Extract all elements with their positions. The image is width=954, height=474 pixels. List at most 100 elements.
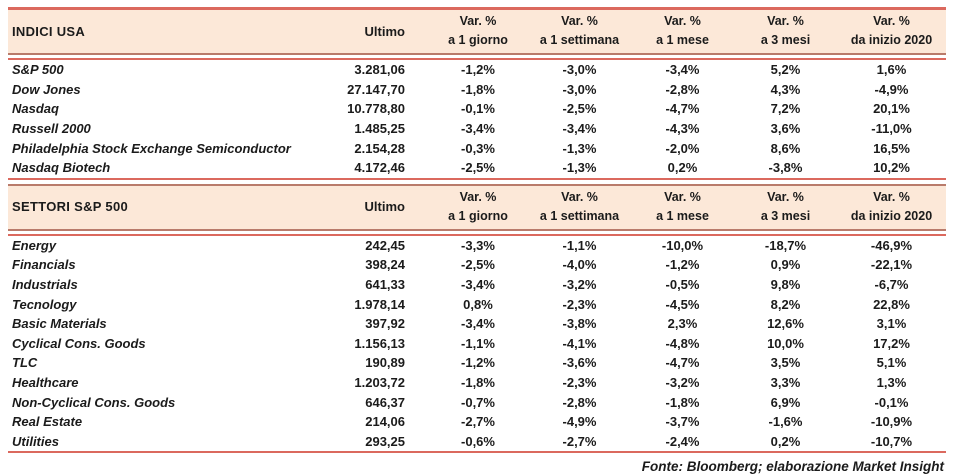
var-ytd-value: -4,9%	[874, 81, 909, 97]
var-ytd-value: -46,9%	[870, 237, 913, 253]
col-var-1m: Var. % a 1 mese	[631, 12, 734, 50]
table-title: INDICI USA	[12, 23, 86, 39]
ultimo-value: 214,06	[365, 414, 405, 430]
var-3m-value: 12,6%	[767, 316, 804, 332]
var-1d-value: -0,6%	[461, 433, 495, 449]
ultimo-value: 27.147,70	[347, 81, 405, 97]
var-3m-value: 9,8%	[770, 277, 801, 293]
col-var-ytd: Var. % da inizio 2020	[837, 12, 946, 50]
row-label: Industrials	[12, 277, 78, 293]
row-label: TLC	[12, 355, 38, 371]
var-ytd-value: 3,1%	[876, 316, 907, 332]
row-label: Utilities	[12, 433, 59, 449]
var-1m-value: -3,2%	[665, 375, 700, 391]
table-row: Russell 2000 1.485,25 -3,4% -3,4% -4,3% …	[8, 119, 946, 139]
var-ytd-value: 20,1%	[873, 101, 910, 117]
var-1d-value: -2,7%	[461, 414, 495, 430]
var-3m-value: 8,6%	[770, 140, 801, 156]
settori-header: SETTORI S&P 500 Ultimo Var. % a 1 giorno…	[8, 183, 946, 231]
ultimo-value: 1.156,13	[354, 335, 405, 351]
var-1d-value: -0,3%	[461, 140, 495, 156]
col-var-ytd: Var. % da inizio 2020	[837, 188, 946, 226]
var-1m-value: -4,3%	[665, 121, 700, 137]
var-ytd-value: -6,7%	[874, 277, 909, 293]
col-var-line1: Var. %	[767, 14, 804, 28]
col-var-line2: a 3 mesi	[760, 208, 811, 223]
col-var-line1: Var. %	[664, 189, 701, 204]
indici-usa-table: INDICI USA Ultimo Var. % a 1 giorno Var.…	[8, 7, 946, 180]
ultimo-value: 10.778,80	[347, 101, 405, 117]
var-1d-value: -0,1%	[461, 101, 495, 117]
var-1w-value: -3,8%	[562, 316, 597, 332]
table-row: Financials 398,24 -2,5% -4,0% -1,2% 0,9%…	[8, 255, 946, 275]
var-1w-value: -2,3%	[562, 375, 597, 391]
ultimo-value: 397,92	[365, 316, 405, 332]
var-ytd-value: 22,8%	[873, 296, 910, 312]
table-row: Philadelphia Stock Exchange Semiconducto…	[8, 138, 946, 158]
var-1m-value: -4,5%	[665, 296, 700, 312]
col-ultimo: Ultimo	[364, 199, 405, 215]
table-row: Nasdaq Biotech 4.172,46 -2,5% -1,3% 0,2%…	[8, 158, 946, 178]
col-var-line2: da inizio 2020	[850, 33, 933, 47]
var-1w-value: -3,0%	[562, 62, 597, 78]
col-var-3m: Var. % a 3 mesi	[734, 188, 837, 226]
col-var-line2: a 1 settimana	[539, 208, 620, 223]
var-1m-value: -0,5%	[665, 277, 700, 293]
row-label: Financials	[12, 257, 76, 273]
var-3m-value: 3,6%	[770, 121, 801, 137]
var-1d-value: -3,4%	[461, 277, 495, 293]
table-row: Healthcare 1.203,72 -1,8% -2,3% -3,2% 3,…	[8, 373, 946, 393]
var-1d-value: 0,8%	[463, 296, 493, 312]
var-ytd-value: 10,2%	[873, 160, 910, 176]
var-1w-value: -4,1%	[562, 335, 597, 351]
var-1m-value: -2,8%	[665, 81, 700, 97]
var-ytd-value: 5,1%	[876, 355, 907, 371]
var-1d-value: -1,8%	[461, 81, 495, 97]
ultimo-value: 641,33	[365, 277, 405, 293]
col-var-1m: Var. % a 1 mese	[631, 188, 734, 226]
var-1m-value: -4,8%	[665, 335, 700, 351]
col-var-line2: a 1 giorno	[448, 208, 508, 223]
var-1d-value: -2,5%	[461, 257, 495, 273]
col-var-line2: da inizio 2020	[850, 208, 933, 223]
col-var-line2: a 1 giorno	[448, 33, 508, 47]
row-label: Nasdaq Biotech	[12, 160, 111, 176]
row-label: S&P 500	[12, 62, 64, 78]
var-1w-value: -2,5%	[562, 101, 597, 117]
settori-body: Energy 242,45 -3,3% -1,1% -10,0% -18,7% …	[8, 236, 946, 454]
var-1w-value: -2,7%	[562, 433, 597, 449]
ultimo-value: 293,25	[365, 433, 405, 449]
table-row: Tecnology 1.978,14 0,8% -2,3% -4,5% 8,2%…	[8, 294, 946, 314]
var-ytd-value: 17,2%	[873, 335, 910, 351]
col-ultimo: Ultimo	[364, 23, 405, 39]
table-row: Basic Materials 397,92 -3,4% -3,8% 2,3% …	[8, 314, 946, 334]
var-1m-value: -1,2%	[665, 257, 700, 273]
col-var-line1: Var. %	[561, 189, 598, 204]
table-row: Non-Cyclical Cons. Goods 646,37 -0,7% -2…	[8, 392, 946, 412]
var-ytd-value: -11,0%	[871, 121, 912, 137]
var-1m-value: 2,3%	[667, 316, 698, 332]
var-1w-value: -1,3%	[562, 160, 597, 176]
var-1w-value: -3,0%	[562, 81, 597, 97]
settori-sp500-table: SETTORI S&P 500 Ultimo Var. % a 1 giorno…	[8, 183, 946, 454]
var-3m-value: 8,2%	[770, 296, 801, 312]
row-label: Dow Jones	[12, 81, 81, 97]
var-1w-value: -1,3%	[562, 140, 597, 156]
ultimo-value: 2.154,28	[354, 140, 405, 156]
ultimo-value: 3.281,06	[354, 62, 405, 78]
source-note: Fonte: Bloomberg; elaborazione Market In…	[641, 459, 944, 474]
row-label: Russell 2000	[12, 121, 91, 137]
var-1d-value: -1,8%	[461, 375, 495, 391]
col-var-3m: Var. % a 3 mesi	[734, 12, 837, 50]
var-1d-value: -2,5%	[461, 160, 495, 176]
header-separator	[8, 55, 946, 60]
col-var-line2: a 1 mese	[656, 33, 709, 47]
var-3m-value: 3,3%	[770, 375, 801, 391]
col-var-line2: a 3 mesi	[760, 33, 811, 47]
var-1w-value: -2,3%	[562, 296, 597, 312]
row-label: Nasdaq	[12, 101, 59, 117]
row-label: Tecnology	[12, 296, 77, 312]
table-row: Energy 242,45 -3,3% -1,1% -10,0% -18,7% …	[8, 236, 946, 256]
indici-usa-body: S&P 500 3.281,06 -1,2% -3,0% -3,4% 5,2% …	[8, 60, 946, 180]
